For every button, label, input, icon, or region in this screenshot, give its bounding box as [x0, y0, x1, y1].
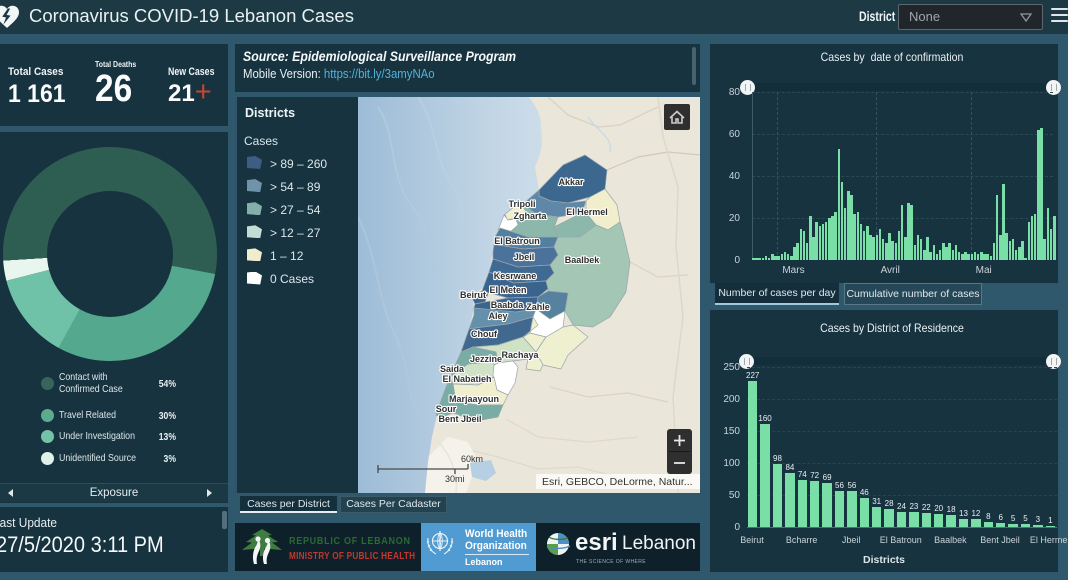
svg-text:El Nabatieh: El Nabatieh — [442, 374, 491, 384]
svg-text:Esri, GEBCO, DeLorme, Natur...: Esri, GEBCO, DeLorme, Natur... — [542, 476, 693, 488]
svg-text:Rachaya: Rachaya — [501, 350, 539, 360]
svg-text:Marjaayoun: Marjaayoun — [449, 394, 499, 404]
svg-text:Tripoli: Tripoli — [509, 199, 536, 209]
svg-text:El Meten: El Meten — [489, 285, 526, 295]
svg-text:60km: 60km — [461, 454, 483, 464]
svg-text:Zgharta: Zgharta — [513, 211, 547, 221]
svg-text:El Hermel: El Hermel — [566, 207, 608, 217]
svg-text:Chouf: Chouf — [471, 329, 498, 339]
svg-text:Baalbek: Baalbek — [565, 255, 601, 265]
svg-text:Bent Jbeil: Bent Jbeil — [438, 414, 481, 424]
svg-text:Jezzine: Jezzine — [470, 354, 502, 364]
svg-text:Kesrwane: Kesrwane — [494, 271, 537, 281]
svg-text:Sour: Sour — [436, 404, 457, 414]
svg-text:Baabda: Baabda — [491, 300, 525, 310]
svg-text:Saida: Saida — [440, 364, 465, 374]
svg-text:Aley: Aley — [488, 311, 507, 321]
svg-text:Zahle: Zahle — [526, 302, 550, 312]
svg-text:Jbeil: Jbeil — [514, 252, 535, 262]
svg-text:El Batroun: El Batroun — [494, 236, 540, 246]
svg-text:Beirut: Beirut — [460, 290, 486, 300]
svg-text:Akkar: Akkar — [558, 177, 584, 187]
svg-text:30mi: 30mi — [445, 474, 465, 484]
